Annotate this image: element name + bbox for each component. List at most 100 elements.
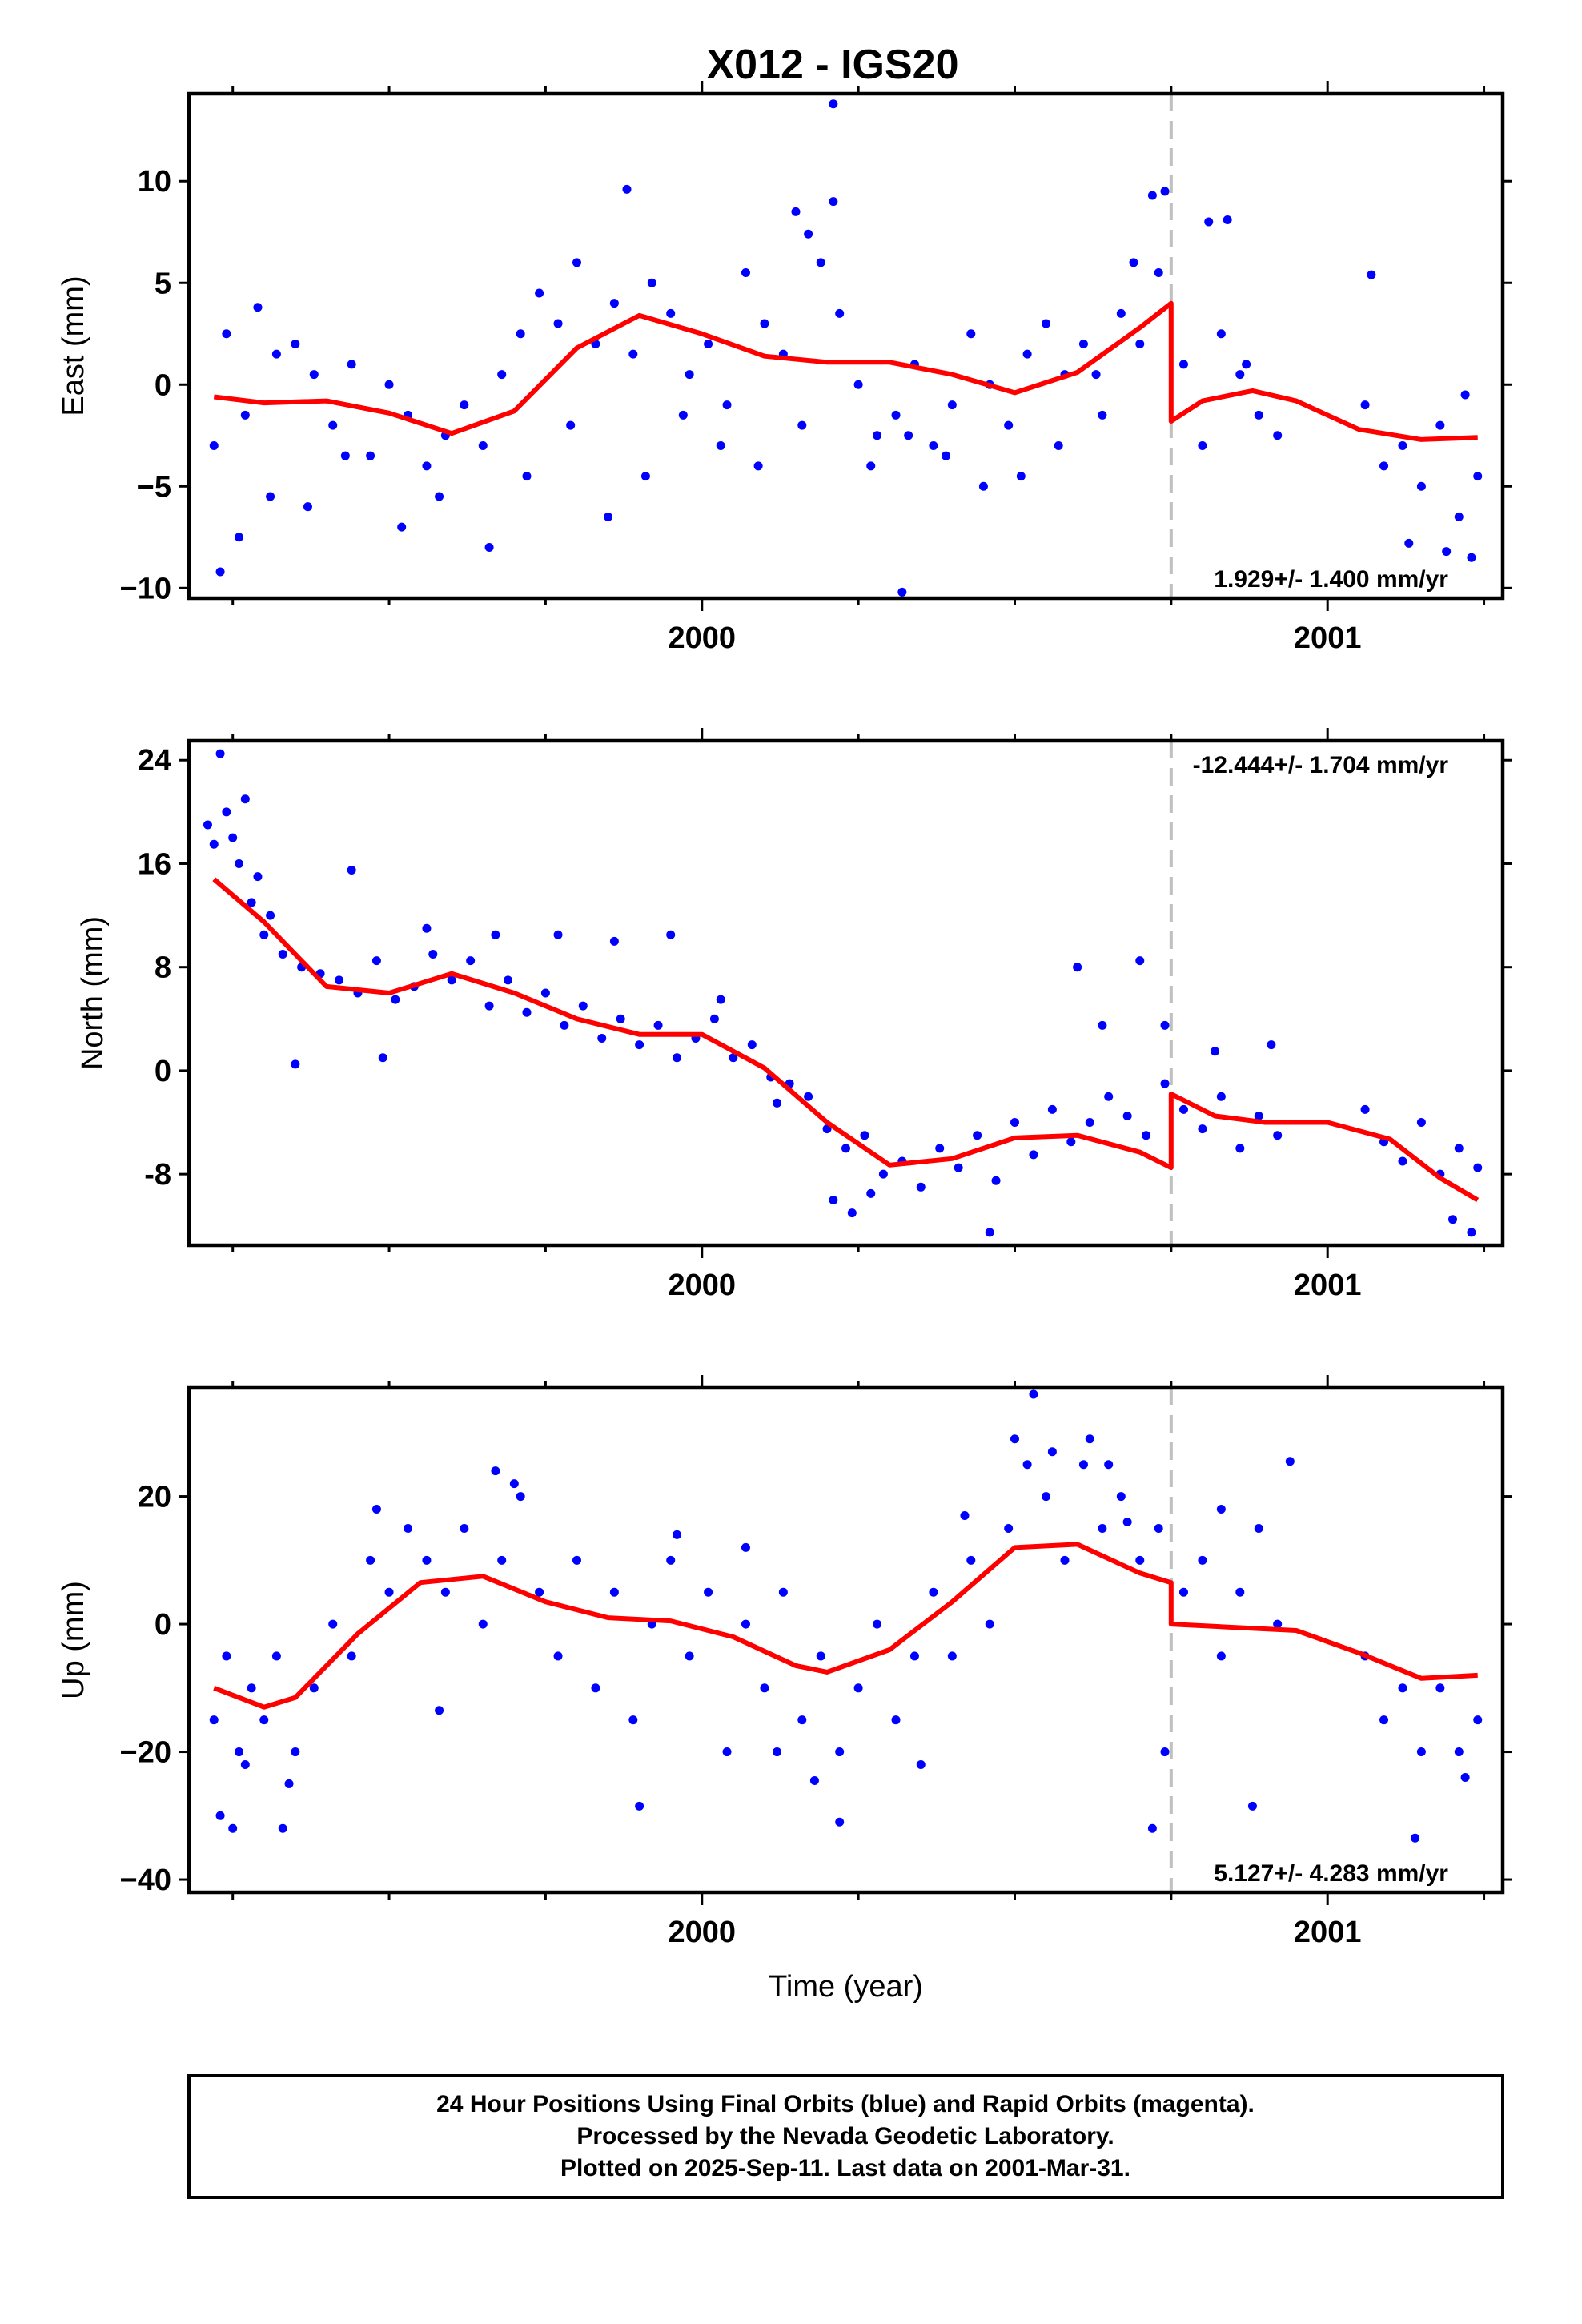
data-point xyxy=(347,360,356,369)
data-point xyxy=(1398,1156,1407,1166)
data-point xyxy=(878,1169,888,1179)
data-point xyxy=(572,258,581,267)
data-point xyxy=(491,1466,500,1476)
data-point xyxy=(1022,349,1032,359)
data-point xyxy=(497,1555,507,1565)
data-point xyxy=(709,1014,719,1023)
data-point xyxy=(1367,270,1376,279)
y-tick-label: 0 xyxy=(155,368,171,402)
data-point xyxy=(1098,410,1107,420)
data-point xyxy=(497,370,507,380)
data-point xyxy=(722,400,732,410)
x-tick-label: 2001 xyxy=(1294,1916,1362,1949)
data-point xyxy=(1254,410,1263,420)
data-point xyxy=(1154,1523,1163,1533)
data-point xyxy=(1247,1801,1257,1811)
data-point xyxy=(335,975,344,985)
data-point xyxy=(773,1098,782,1108)
data-point xyxy=(422,923,432,933)
data-point xyxy=(1360,400,1370,410)
data-point xyxy=(1242,360,1251,369)
data-point xyxy=(235,1747,244,1757)
data-point xyxy=(1178,1587,1188,1597)
data-point xyxy=(704,1587,713,1597)
y-tick-label: −20 xyxy=(120,1736,171,1770)
up-panel: −40 −20 0 20 2000 2001 Up (mm) Time (year) 5.127… xyxy=(57,1375,1512,2004)
data-point xyxy=(1198,1555,1207,1565)
footer-box: 24 Hour Positions Using Final Orbits (bl… xyxy=(187,2074,1504,2199)
data-point xyxy=(535,288,544,298)
data-point xyxy=(203,820,212,830)
data-point xyxy=(1078,339,1088,348)
data-point xyxy=(1223,215,1232,224)
data-point xyxy=(797,1715,807,1725)
data-point xyxy=(966,329,976,339)
data-point xyxy=(647,278,656,287)
data-point xyxy=(1473,1715,1483,1725)
data-point xyxy=(404,1523,412,1533)
data-point xyxy=(597,1034,607,1043)
data-point xyxy=(741,268,750,278)
data-point xyxy=(609,299,619,308)
y-tick-label: −5 xyxy=(137,470,171,504)
data-point xyxy=(778,1587,788,1597)
data-point xyxy=(328,420,338,430)
data-point xyxy=(1204,217,1214,227)
data-point xyxy=(716,440,725,450)
data-point xyxy=(535,1587,544,1597)
data-point xyxy=(935,1144,945,1153)
data-point xyxy=(760,319,769,328)
data-point xyxy=(1147,191,1157,200)
data-point xyxy=(1160,1079,1170,1088)
data-point xyxy=(259,930,269,939)
data-point xyxy=(678,410,688,420)
data-point xyxy=(1004,1523,1014,1533)
data-point xyxy=(378,1053,387,1063)
data-point xyxy=(566,420,576,430)
data-point xyxy=(628,349,638,359)
data-point xyxy=(384,1587,394,1597)
data-point xyxy=(240,794,250,804)
data-point xyxy=(366,1555,375,1565)
data-point xyxy=(1085,1434,1094,1444)
data-point xyxy=(609,1587,619,1597)
data-point xyxy=(804,229,813,239)
data-point xyxy=(484,542,494,552)
data-point xyxy=(1122,1517,1132,1526)
data-point xyxy=(604,512,613,521)
data-point xyxy=(829,197,838,207)
data-point xyxy=(347,1651,356,1661)
data-point xyxy=(954,1163,963,1172)
rate-annotation: -12.444+/- 1.704 mm/yr xyxy=(1193,752,1449,778)
y-tick-label: 8 xyxy=(155,951,171,985)
model-curve xyxy=(213,1542,1478,1710)
data-point xyxy=(340,451,350,460)
data-point xyxy=(1267,1040,1276,1050)
data-point xyxy=(215,1811,225,1820)
data-point xyxy=(1104,1092,1114,1101)
data-point xyxy=(391,995,400,1004)
data-point xyxy=(271,349,281,359)
data-point xyxy=(1411,1833,1420,1843)
model-curve xyxy=(212,877,1480,1203)
y-tick-label: 16 xyxy=(138,847,171,881)
data-point xyxy=(266,492,275,501)
data-point xyxy=(1416,1118,1426,1128)
data-point xyxy=(266,911,275,920)
data-point xyxy=(522,1007,532,1017)
data-point xyxy=(397,522,407,532)
data-point xyxy=(1029,1389,1038,1399)
data-point xyxy=(1022,1460,1032,1470)
data-point xyxy=(1379,1715,1389,1725)
data-point xyxy=(960,1510,970,1520)
data-point xyxy=(1160,187,1170,196)
data-point xyxy=(271,1651,281,1661)
data-point xyxy=(942,451,951,460)
data-point xyxy=(1098,1523,1107,1533)
data-point xyxy=(553,319,563,328)
data-point xyxy=(222,807,231,817)
x-tick-label: 2001 xyxy=(1294,621,1362,655)
data-point xyxy=(866,1188,876,1198)
data-point xyxy=(653,1020,663,1030)
data-point xyxy=(929,1587,938,1597)
